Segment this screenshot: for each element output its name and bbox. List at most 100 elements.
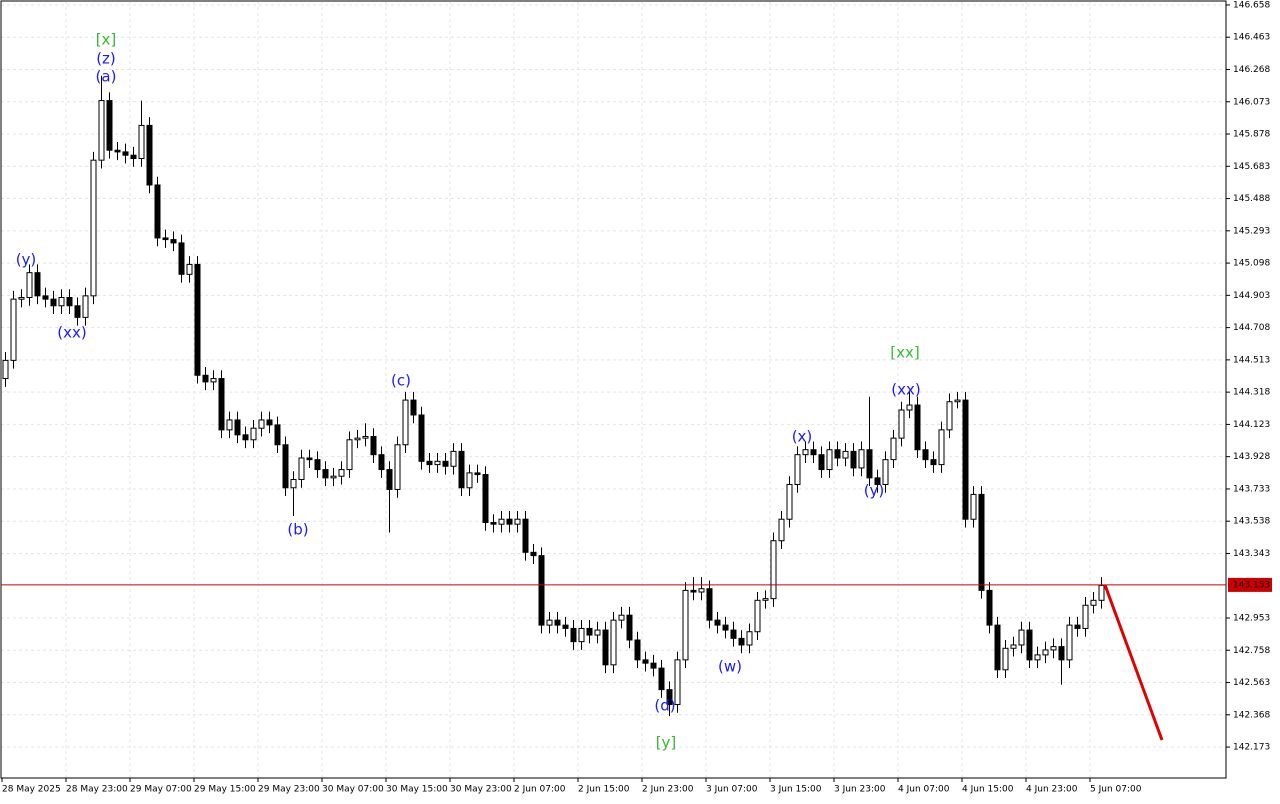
candle-body — [898, 409, 905, 439]
candle-body — [10, 298, 17, 361]
candle-body — [746, 631, 753, 646]
candle-body — [818, 454, 825, 471]
candle-body — [90, 159, 97, 297]
candle-body — [306, 457, 313, 461]
x-tick-label: 3 Jun 23:00 — [834, 785, 886, 795]
candle-body — [682, 589, 689, 661]
candle-body — [186, 263, 193, 275]
x-tick-label: 5 Jun 07:00 — [1090, 785, 1142, 795]
candle-body — [66, 296, 73, 307]
candle-body — [218, 378, 225, 431]
candle-body — [882, 459, 889, 485]
candle-body — [250, 427, 257, 441]
y-tick-label: 146.268 — [1233, 65, 1270, 75]
candle-body — [666, 689, 673, 706]
candle-body — [970, 493, 977, 520]
candle-body — [82, 295, 89, 318]
candle-body — [530, 551, 537, 557]
candle-body — [194, 263, 201, 376]
candle-body — [618, 614, 625, 621]
candle-body — [1042, 649, 1049, 656]
wave-label: [xx] — [890, 344, 919, 362]
x-tick-label: 4 Jun 15:00 — [962, 785, 1014, 795]
candle-body — [434, 460, 441, 466]
wave-label: (xx) — [891, 381, 920, 399]
wave-label: [x] — [96, 31, 117, 49]
candle-body — [546, 619, 553, 626]
candle-body — [34, 272, 41, 297]
y-tick-label: 142.368 — [1233, 710, 1270, 720]
candle-body — [130, 154, 137, 160]
y-tick-label: 143.928 — [1233, 452, 1270, 462]
candle-body — [850, 450, 857, 469]
candle-body — [122, 151, 129, 156]
candle-body — [1066, 624, 1073, 661]
candle-body — [602, 629, 609, 666]
y-tick-label: 142.563 — [1233, 678, 1270, 688]
candle-body — [762, 598, 769, 601]
candle-body — [594, 629, 601, 636]
x-tick-label: 3 Jun 07:00 — [706, 785, 758, 795]
candle-body — [474, 472, 481, 476]
candle-body — [1034, 654, 1041, 661]
candle-body — [714, 619, 721, 626]
candle-body — [386, 469, 393, 490]
candle-body — [402, 399, 409, 446]
wave-label: [y] — [656, 734, 677, 752]
candle-body — [362, 435, 369, 439]
candle-body — [202, 374, 209, 383]
candle-body — [466, 472, 473, 489]
candle-body — [274, 424, 281, 446]
candle-body — [986, 589, 993, 626]
price-tag — [1228, 577, 1272, 592]
wave-label: (a) — [96, 68, 117, 86]
candle-body — [834, 449, 841, 459]
candle-body — [930, 459, 937, 466]
candle-body — [426, 460, 433, 466]
candle-body — [586, 627, 593, 636]
candle-body — [354, 437, 361, 441]
candle-body — [234, 419, 241, 436]
candle-body — [162, 237, 169, 241]
plot — [2, 75, 1105, 717]
candle-body — [842, 450, 849, 459]
candle-body — [778, 518, 785, 542]
candle-body — [938, 429, 945, 466]
wave-label: (z) — [96, 50, 116, 68]
wave-label: (b) — [287, 521, 308, 539]
candle-body — [1050, 646, 1057, 651]
x-tick-label: 29 May 15:00 — [194, 785, 256, 795]
candle-body — [826, 449, 833, 471]
candle-body — [498, 518, 505, 525]
candle-body — [98, 100, 105, 161]
candle-body — [738, 637, 745, 646]
x-tick-label: 2 Jun 23:00 — [642, 785, 694, 795]
y-tick-label: 145.878 — [1233, 130, 1270, 140]
candle-body — [802, 449, 809, 456]
candle-body — [154, 184, 161, 239]
candle-body — [290, 479, 297, 489]
candle-body — [442, 460, 449, 467]
price-tag-label: 143.153 — [1233, 580, 1270, 590]
y-tick-label: 146.658 — [1233, 0, 1270, 10]
candle-body — [114, 149, 121, 153]
y-tick-label: 144.123 — [1233, 420, 1270, 430]
candle-body — [50, 298, 57, 307]
candle-body — [658, 667, 665, 691]
y-tick-label: 144.708 — [1233, 323, 1270, 333]
y-tick-label: 142.173 — [1233, 743, 1270, 753]
candle-body — [634, 639, 641, 661]
candle-body — [730, 629, 737, 639]
candle-body — [138, 124, 145, 160]
candle-body — [26, 272, 33, 298]
candle-body — [394, 444, 401, 490]
candle-body — [418, 414, 425, 462]
x-tick-label: 2 Jun 07:00 — [514, 785, 566, 795]
candle-body — [554, 619, 561, 626]
candle-body — [698, 588, 705, 593]
candle-body — [226, 419, 233, 431]
candle-body — [858, 449, 865, 469]
candle-body — [906, 404, 913, 411]
